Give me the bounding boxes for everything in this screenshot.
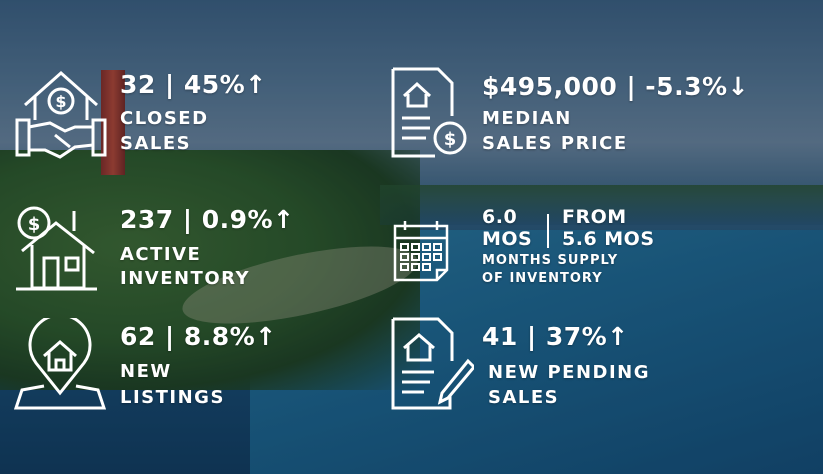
house-dollar-icon: $ bbox=[14, 203, 99, 291]
new-listings-label: NEW bbox=[120, 361, 172, 382]
svg-text:$: $ bbox=[444, 129, 457, 150]
up-arrow-icon bbox=[547, 214, 549, 248]
pending-sales-label: NEW PENDING bbox=[488, 362, 651, 383]
shoreline-background bbox=[380, 185, 823, 225]
active-inventory-label-2: INVENTORY bbox=[120, 268, 251, 289]
house-document-dollar-icon: $ bbox=[390, 66, 468, 160]
svg-text:$: $ bbox=[28, 214, 41, 235]
months-supply-from: FROM bbox=[562, 206, 627, 228]
median-price-value: $495,000 | -5.3%↓ bbox=[482, 72, 749, 101]
months-supply-label-2: OF INVENTORY bbox=[482, 271, 603, 286]
location-pin-house-icon bbox=[13, 313, 107, 412]
median-price-label-2: SALES PRICE bbox=[482, 133, 628, 154]
calendar-icon bbox=[393, 218, 449, 282]
svg-text:$: $ bbox=[55, 92, 66, 111]
active-inventory-label: ACTIVE bbox=[120, 244, 202, 265]
closed-sales-label-2: SALES bbox=[120, 133, 192, 154]
active-inventory-value: 237 | 0.9%↑ bbox=[120, 205, 295, 234]
months-supply-unit: MOS bbox=[482, 228, 533, 250]
pending-sales-value: 41 | 37%↑ bbox=[482, 322, 629, 351]
pending-sales-label-2: SALES bbox=[488, 387, 560, 408]
house-handshake-icon: $ bbox=[15, 65, 107, 160]
months-supply-label: MONTHS SUPPLY bbox=[482, 253, 619, 268]
closed-sales-value: 32 | 45%↑ bbox=[120, 70, 267, 99]
document-pen-icon bbox=[390, 316, 477, 412]
new-listings-value: 62 | 8.8%↑ bbox=[120, 322, 277, 351]
closed-sales-label: CLOSED bbox=[120, 108, 209, 129]
new-listings-label-2: LISTINGS bbox=[120, 387, 225, 408]
months-supply-value: 6.0 bbox=[482, 206, 518, 228]
median-price-label: MEDIAN bbox=[482, 108, 572, 129]
months-supply-from-value: 5.6 MOS bbox=[562, 228, 655, 250]
